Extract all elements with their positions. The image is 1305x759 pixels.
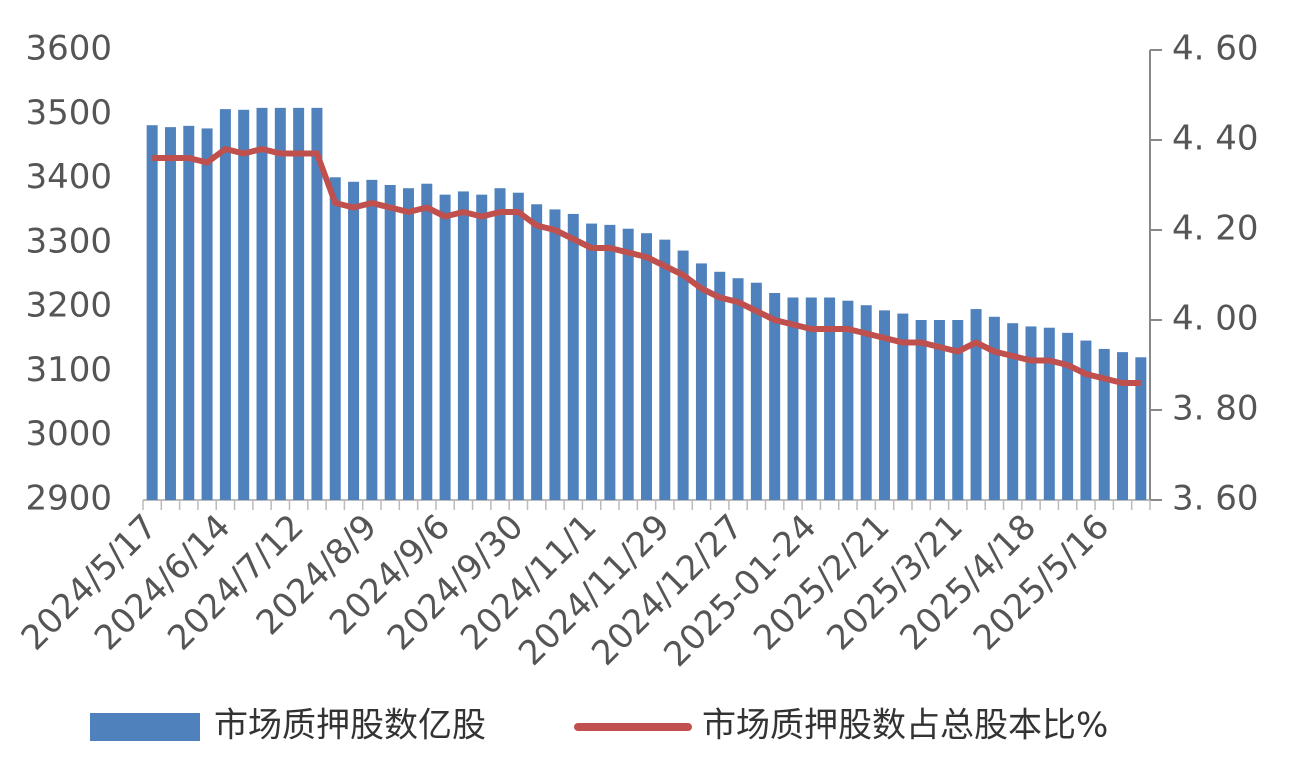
bar: [549, 209, 561, 500]
line: [152, 146, 1141, 386]
legend-label: 市场质押股数占总股本比%: [702, 706, 1108, 746]
bar: [659, 239, 671, 500]
y2-tick-label: 4. 60: [1172, 29, 1259, 69]
y2-tick-label: 4. 20: [1172, 209, 1259, 249]
bar: [1025, 326, 1037, 500]
bar: [988, 316, 1000, 500]
bar: [714, 271, 726, 500]
bar: [732, 278, 744, 500]
bar: [402, 188, 414, 500]
bar: [805, 297, 817, 500]
bar: [457, 191, 469, 500]
bar: [641, 233, 652, 500]
bar: [897, 313, 909, 500]
bar: [1098, 348, 1110, 500]
bar: [970, 309, 982, 500]
bar: [677, 250, 689, 500]
y2-tick-label: 3. 60: [1172, 479, 1259, 519]
y2-tick-label: 3. 80: [1172, 389, 1259, 429]
bar: [860, 305, 872, 500]
bar: [238, 109, 250, 501]
y2-tick-label: 4. 40: [1172, 119, 1259, 159]
bar: [476, 194, 488, 500]
bar: [879, 310, 891, 500]
bar: [274, 107, 286, 500]
bar: [146, 125, 158, 500]
y-tick-label: 3400: [25, 157, 112, 197]
y-tick-label: 2900: [25, 479, 112, 519]
bar: [1080, 340, 1092, 500]
bar: [604, 224, 616, 500]
bar: [750, 282, 762, 500]
y-tick-label: 3300: [25, 221, 112, 261]
bar: [1043, 327, 1055, 500]
bar: [201, 128, 213, 500]
legend-swatch: [90, 713, 200, 741]
bar: [219, 109, 231, 501]
y2-tick-label: 4. 00: [1172, 299, 1259, 339]
bar: [933, 320, 945, 500]
bar: [567, 213, 579, 500]
bar: [952, 320, 964, 500]
bar: [366, 179, 378, 500]
bar: [439, 194, 451, 500]
bar: [384, 185, 396, 500]
bar: [421, 183, 433, 500]
bar: [787, 297, 799, 500]
bar: [512, 192, 524, 500]
bar: [1135, 357, 1147, 500]
bar: [256, 107, 268, 500]
y-tick-label: 3000: [25, 414, 112, 454]
y-tick-label: 3600: [25, 29, 112, 69]
bar: [824, 297, 836, 500]
bar: [494, 188, 506, 500]
y-tick-label: 3100: [25, 350, 112, 390]
bar: [769, 293, 781, 500]
bar: [622, 228, 634, 500]
bar: [164, 127, 176, 501]
bar: [695, 263, 707, 500]
bar: [1007, 323, 1019, 500]
y-tick-label: 3500: [25, 93, 112, 133]
bar: [531, 204, 543, 501]
bar: [842, 300, 854, 500]
bar: [311, 107, 323, 500]
bar: [293, 107, 305, 500]
legend-label: 市场质押股数亿股: [214, 706, 486, 746]
bar: [586, 223, 598, 501]
bar: [1117, 352, 1129, 500]
y-tick-label: 3200: [25, 286, 112, 326]
bar: [915, 320, 927, 500]
bar: [1062, 332, 1074, 500]
bar: [329, 177, 341, 501]
bar: [183, 125, 195, 500]
bar: [348, 181, 360, 501]
